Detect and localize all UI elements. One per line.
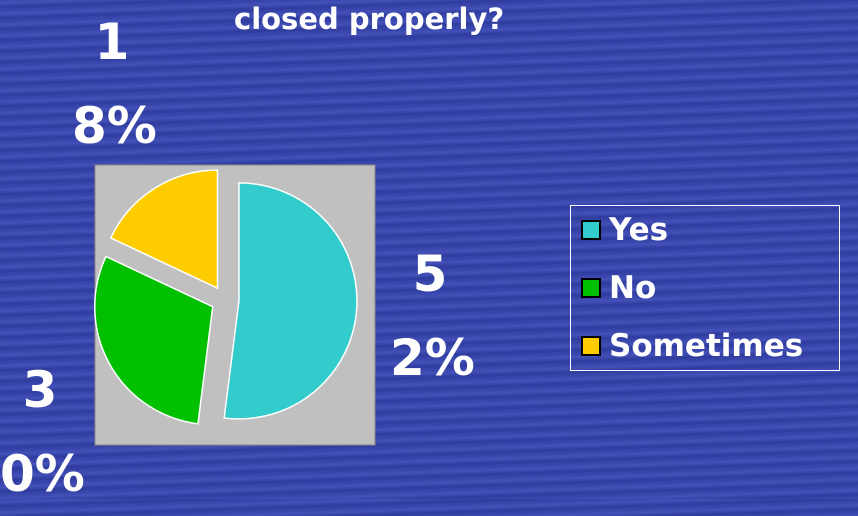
data-label: 52% — [390, 245, 475, 387]
legend-swatch — [581, 278, 601, 298]
pie-slice — [93, 255, 214, 425]
legend-item: No — [581, 270, 656, 306]
legend: Yes No Sometimes — [570, 205, 840, 371]
data-label: 30% — [0, 361, 85, 503]
legend-item: Yes — [581, 212, 668, 248]
legend-item: Sometimes — [581, 328, 803, 364]
data-label: 18% — [72, 13, 157, 155]
chart — [93, 164, 376, 446]
pie-slice — [109, 169, 219, 290]
pie-slice — [223, 182, 358, 420]
legend-label: Yes — [609, 212, 669, 248]
legend-swatch — [581, 220, 601, 240]
legend-swatch — [581, 336, 601, 356]
legend-label: No — [609, 270, 657, 306]
chart-title: closed properly? — [234, 2, 505, 36]
legend-label: Sometimes — [609, 328, 804, 364]
